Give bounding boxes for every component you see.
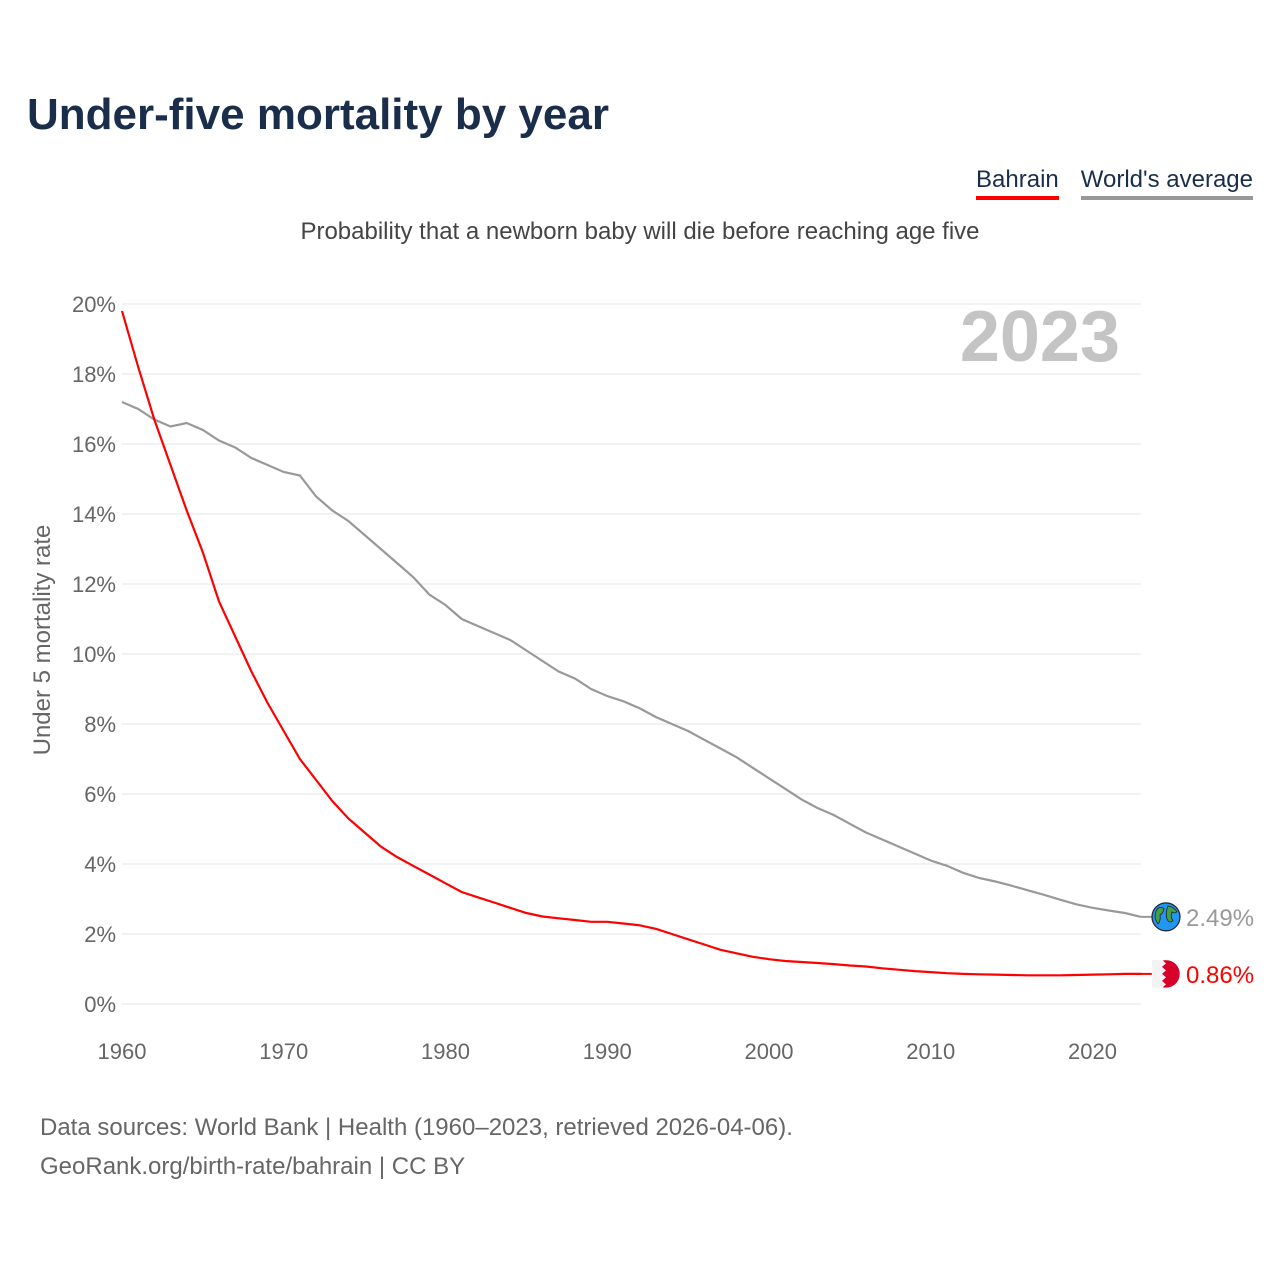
chart-subtitle: Probability that a newborn baby will die… [300,218,980,245]
y-tick-label: 10% [72,642,116,667]
y-tick-label: 4% [84,852,116,877]
legend-bahrain[interactable]: Bahrain [976,166,1059,200]
y-axis-label: Under 5 mortality rate [29,525,56,756]
x-tick-label: 1980 [421,1039,470,1064]
bahrain-end-value: 0.86% [1186,962,1254,989]
y-tick-label: 20% [72,292,116,317]
sources: Data sources: World Bank | Health (1960–… [40,1108,793,1186]
x-tick-label: 2010 [906,1039,955,1064]
y-tick-label: 6% [84,782,116,807]
bahrain-flag-icon [1151,959,1181,989]
x-tick-label: 1970 [259,1039,308,1064]
y-tick-label: 14% [72,502,116,527]
bahrain-line [120,310,1141,977]
x-tick-label: 1990 [583,1039,632,1064]
legend: Bahrain World's average [976,166,1253,200]
source-line-2[interactable]: GeoRank.org/birth-rate/bahrain | CC BY [40,1153,466,1180]
y-tick-label: 12% [72,572,116,597]
globe-icon [1151,902,1181,932]
year-watermark: 2023 [960,297,1120,377]
y-tick-label: 16% [72,432,116,457]
y-tick-label: 18% [72,362,116,387]
world-end-value: 2.49% [1186,905,1254,932]
legend-world[interactable]: World's average [1080,166,1253,200]
world-average-line [121,400,1142,918]
y-tick-label: 0% [84,992,116,1017]
x-tick-label: 1960 [98,1039,147,1064]
source-line-1: Data sources: World Bank | Health (1960–… [40,1114,793,1141]
x-tick-label: 2000 [745,1039,794,1064]
y-tick-label: 2% [84,922,116,947]
x-tick-label: 2020 [1068,1039,1117,1064]
y-tick-label: 8% [84,712,116,737]
chart-title: Under-five mortality by year [27,90,609,139]
